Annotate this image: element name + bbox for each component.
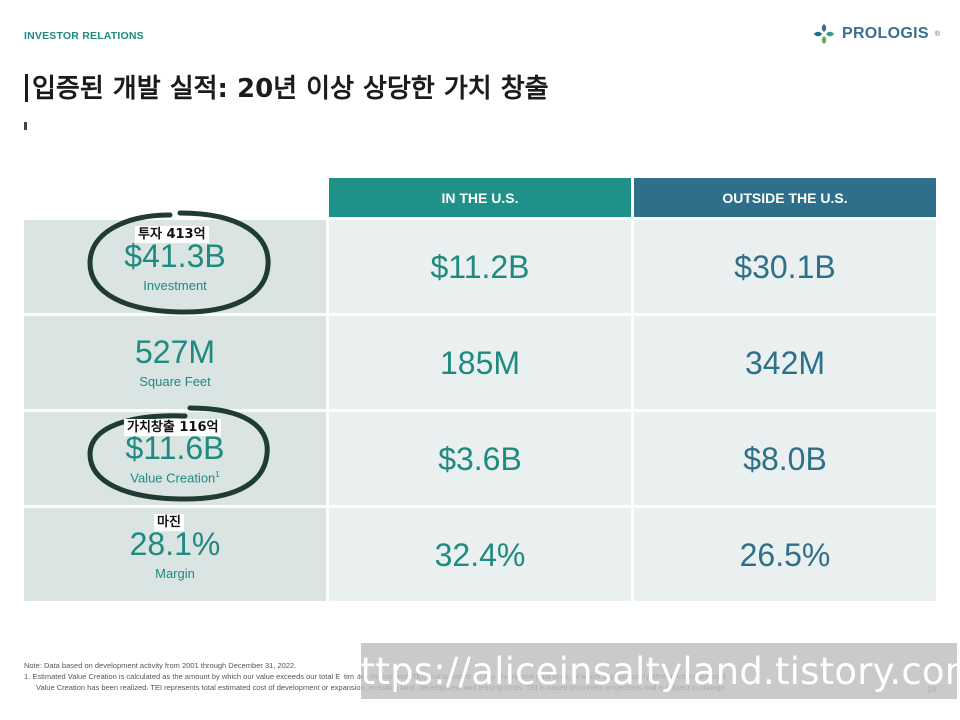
brand-name: PROLOGIS (841, 25, 929, 42)
investment-us-cell: $11.2B (329, 220, 631, 313)
margin-label: Margin (155, 566, 195, 581)
square-feet-us-value: 185M (439, 344, 521, 381)
title-cursor-mark (25, 74, 28, 102)
investment-label: Investment (143, 278, 207, 293)
footnote-marker: 1 (215, 469, 220, 479)
brand-mark: ® (934, 30, 940, 38)
investment-outside-value: $30.1B (734, 248, 836, 285)
subtitle-fragment-mark (24, 122, 27, 130)
column-header-us: IN THE U.S. (329, 178, 631, 217)
margin-annotation: 마진 (154, 514, 184, 531)
margin-us-cell: 32.4% (329, 508, 631, 601)
square-feet-outside-cell: 342M (634, 316, 936, 409)
investment-annotation: 투자 413억 (135, 226, 209, 243)
value-creation-us-value: $3.6B (438, 440, 522, 477)
column-header-outside: OUTSIDE THE U.S. (634, 178, 936, 217)
section-label: INVESTOR RELATIONS (24, 30, 144, 42)
value-creation-us-cell: $3.6B (329, 412, 631, 505)
value-creation-label: Value Creation (130, 470, 216, 486)
value-creation-total-value: $11.6B (125, 429, 225, 466)
footnote-note: Note: Data based on development activity… (24, 661, 297, 670)
value-creation-outside-cell: $8.0B (634, 412, 936, 505)
margin-outside-value: 26.5% (739, 536, 831, 573)
square-feet-outside-value: 342M (744, 344, 826, 381)
prologis-flower-icon (813, 24, 834, 44)
square-feet-total-value: 527M (134, 334, 216, 370)
page-title: 입증된 개발 실적: 20년 이상 상당한 가치 창출 (32, 74, 549, 104)
value-creation-outside-value: $8.0B (743, 440, 827, 477)
margin-us-value: 32.4% (434, 536, 526, 573)
prologis-logo: PROLOGIS ® (812, 22, 940, 46)
investment-outside-cell: $30.1B (634, 220, 936, 313)
margin-total-value: 28.1% (129, 526, 221, 562)
value-creation-label-line: Value Creation1 (130, 470, 220, 485)
margin-outside-cell: 26.5% (634, 508, 936, 601)
blog-watermark: https://aliceinsaltyland.tistory.com (337, 643, 960, 699)
investment-total-value: $41.3B (124, 238, 226, 274)
investment-us-value: $11.2B (430, 248, 530, 285)
value-creation-annotation: 가치창출 116억 (124, 419, 222, 436)
square-feet-label: Square Feet (139, 374, 211, 389)
square-feet-us-cell: 185M (329, 316, 631, 409)
square-feet-total-cell: 527M Square Feet (24, 316, 326, 409)
